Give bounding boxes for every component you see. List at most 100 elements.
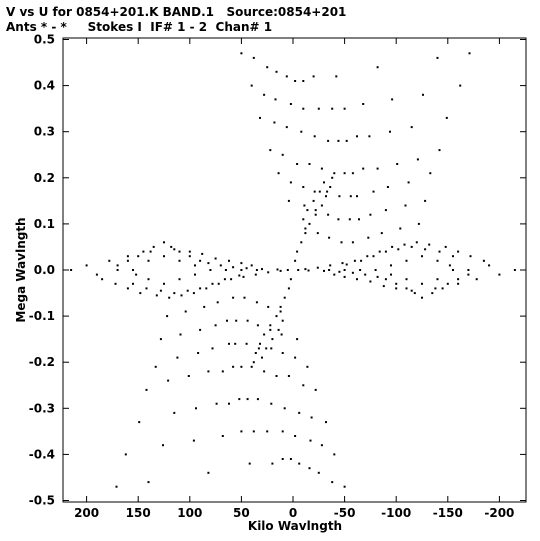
uv-point <box>228 402 230 405</box>
uv-point <box>475 278 478 281</box>
x-tick-label: -100 <box>381 506 411 520</box>
uv-point <box>159 338 162 341</box>
uv-point <box>276 268 279 271</box>
uv-point <box>415 241 418 244</box>
uv-point <box>265 347 268 350</box>
uv-point <box>254 352 257 354</box>
uv-point <box>101 278 104 281</box>
uv-point <box>188 255 191 258</box>
uv-point <box>163 241 165 244</box>
uv-point <box>126 255 129 258</box>
uv-point <box>374 269 377 271</box>
uv-point <box>166 315 169 318</box>
uv-point <box>302 80 305 82</box>
uv-point <box>170 245 173 248</box>
uv-point <box>444 245 447 248</box>
uv-point <box>279 269 282 272</box>
uv-point <box>252 361 255 364</box>
uv-point <box>395 282 398 285</box>
uv-point <box>405 259 408 262</box>
uv-point <box>85 264 88 267</box>
uv-point <box>333 453 336 456</box>
uv-point <box>296 250 299 253</box>
uv-point <box>197 352 200 354</box>
uv-point <box>300 130 303 133</box>
uv-point <box>424 199 427 202</box>
uv-point <box>356 135 358 138</box>
uv-point <box>116 264 119 267</box>
uv-point <box>327 139 330 142</box>
uv-point <box>235 319 238 322</box>
uv-point <box>240 269 243 271</box>
uv-point <box>256 324 259 327</box>
uv-point <box>232 365 235 368</box>
uv-point <box>395 287 398 290</box>
uv-point <box>302 218 305 221</box>
uv-point <box>135 273 138 276</box>
y-tick-label: -0.2 <box>29 355 55 369</box>
uv-point <box>139 292 142 295</box>
uv-point <box>378 250 381 253</box>
uv-point <box>205 287 208 290</box>
uv-point <box>263 333 266 336</box>
uv-point <box>194 264 196 267</box>
uv-point <box>274 98 277 101</box>
uv-point <box>281 458 284 460</box>
y-tick-label: -0.1 <box>29 309 55 323</box>
uv-point <box>114 282 117 285</box>
uv-point <box>308 467 311 470</box>
uv-point <box>270 402 273 405</box>
uv-point <box>452 255 454 258</box>
uv-point <box>429 172 432 175</box>
x-axis: 200 150 100 50 0 -50 -100 -150 -200 <box>74 38 514 520</box>
uv-point <box>428 243 431 246</box>
uv-point <box>159 289 162 292</box>
uv-point <box>438 149 441 152</box>
y-axis: 0.5 0.4 0.3 0.2 0.1 0.0 -0.1 -0.2 -0.3 -0.4 -0.5 <box>29 33 526 508</box>
uv-point <box>294 435 297 437</box>
uv-point <box>163 255 165 258</box>
uv-point <box>340 241 343 244</box>
uv-point <box>337 139 340 142</box>
uv-point <box>343 107 346 110</box>
uv-point <box>124 453 127 456</box>
uv-point <box>441 287 444 290</box>
x-tick-label: -50 <box>334 506 356 520</box>
uv-point <box>223 278 226 281</box>
uv-point <box>356 278 358 281</box>
uv-point <box>230 278 233 281</box>
uv-point <box>255 301 258 304</box>
uv-point <box>287 199 290 202</box>
x-tick-label: 100 <box>177 506 202 520</box>
uv-point <box>199 287 202 290</box>
uv-point <box>224 269 227 271</box>
uv-point <box>279 305 282 308</box>
uv-point <box>275 315 278 318</box>
uv-point <box>221 435 224 437</box>
uv-point <box>289 278 292 281</box>
uv-point <box>240 262 243 265</box>
uv-point <box>372 190 375 193</box>
uv-point <box>263 370 266 373</box>
x-tick-label: -150 <box>433 506 463 520</box>
uv-point <box>314 388 317 391</box>
uv-point <box>255 269 258 271</box>
uv-point <box>267 271 270 274</box>
x-tick-label: 200 <box>74 506 99 520</box>
uv-point <box>434 287 437 290</box>
uv-point <box>270 347 273 350</box>
uv-point <box>269 149 272 152</box>
uv-point <box>436 278 439 281</box>
uv-point <box>215 402 218 405</box>
uv-point <box>257 347 260 350</box>
uv-point <box>317 471 320 474</box>
uv-point <box>312 75 315 78</box>
uv-point <box>313 190 316 193</box>
uv-point <box>180 294 183 297</box>
uv-point <box>266 66 269 69</box>
uv-point <box>405 278 408 281</box>
uv-point <box>349 195 352 198</box>
uv-point <box>142 250 145 253</box>
uv-point <box>405 287 408 290</box>
uv-point <box>214 257 217 260</box>
